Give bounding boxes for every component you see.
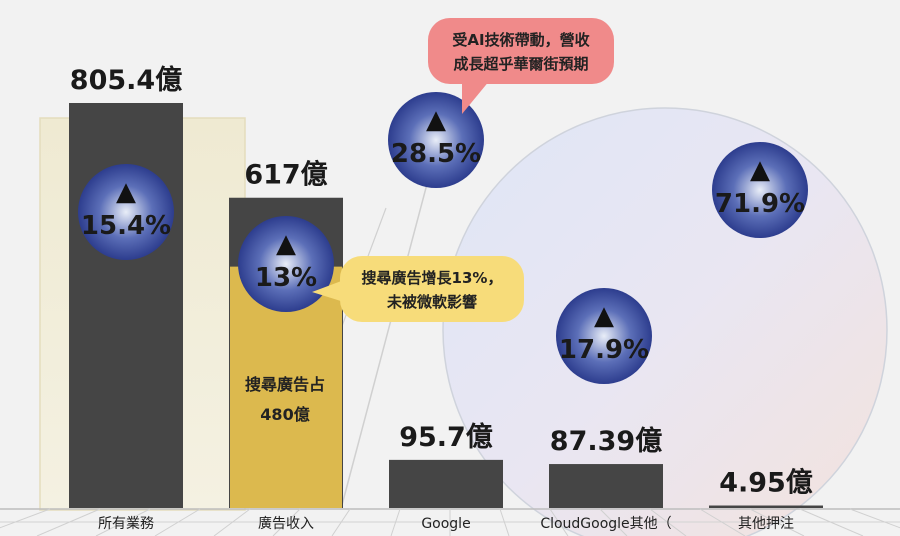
growth-bubble-circle (78, 164, 174, 260)
growth-bubble-1: ▲ 13% (238, 216, 334, 312)
growth-bubble-2: ▲ 28.5% (388, 92, 484, 188)
floor-grid-line (331, 508, 351, 536)
up-triangle-icon: ▲ (750, 155, 770, 185)
search-ads-share-line1: 搜尋廣告占 (244, 375, 325, 394)
floor-grid-line (499, 508, 510, 536)
growth-label-3: 17.9% (559, 335, 649, 365)
floor-grid-line (599, 508, 628, 536)
floor-grid (0, 508, 900, 536)
growth-bubble-circle (388, 92, 484, 188)
floor-grid-line (849, 508, 900, 529)
floor-grid-line (649, 508, 687, 536)
callout-tails (312, 80, 490, 302)
value-label-2: 95.7億 (399, 422, 493, 453)
value-labels-layer: 805.4億 617億 95.7億 87.39億 4.95億 (70, 65, 813, 499)
value-label-3: 87.39億 (550, 426, 662, 457)
growth-bubble-0: ▲ 15.4% (78, 164, 174, 260)
callout-search-growth: 搜尋廣告增長13%， 未被微軟影響 (340, 256, 524, 322)
bar-0 (69, 103, 183, 508)
floor-grid-line (154, 508, 201, 536)
callout-ai-line2: 成長超乎華爾街預期 (453, 55, 589, 73)
growth-label-1: 13% (255, 263, 317, 293)
value-label-4: 4.95億 (719, 468, 813, 499)
up-triangle-icon: ▲ (276, 229, 296, 259)
callout-tail-search (312, 280, 344, 302)
category-label-3: CloudGoogle其他（ (540, 516, 671, 532)
floor-grid-line (549, 508, 569, 536)
growth-bubbles-layer: ▲ 15.4% ▲ 13% ▲ 28.5% ▲ 17.9% ▲ 71.9% (78, 92, 808, 384)
value-label-0: 805.4億 (70, 65, 182, 96)
category-label-4: 其他押注 (738, 516, 794, 532)
floor-grid-line (272, 508, 301, 536)
callout-search-line1: 搜尋廣告增長13%， (361, 269, 503, 287)
floor-grid-line (95, 508, 151, 536)
callout-ai-growth: 受AI技術帶動，營收 成長超乎華爾街預期 (428, 18, 614, 84)
growth-label-0: 15.4% (81, 211, 171, 241)
growth-label-4: 71.9% (715, 189, 805, 219)
zoom-circle-decor (442, 107, 888, 536)
growth-bubble-4: ▲ 71.9% (712, 142, 808, 238)
category-label-2: Google (421, 516, 470, 532)
category-labels-layer: 所有業務 廣告收入 Google CloudGoogle其他（ 其他押注 (98, 515, 794, 532)
bar-3 (549, 464, 663, 508)
floor-grid-line (390, 508, 401, 536)
growth-bubble-circle (556, 288, 652, 384)
growth-bubble-circle (238, 216, 334, 312)
up-triangle-icon: ▲ (594, 301, 614, 331)
floor-grid-line (213, 508, 251, 536)
growth-label-2: 28.5% (391, 139, 481, 169)
category-label-0: 所有業務 (98, 516, 154, 532)
up-triangle-icon: ▲ (116, 177, 136, 207)
callout-search-line2: 未被微軟影響 (386, 293, 477, 311)
floor-grid-line (749, 508, 805, 536)
search-ads-share-line2: 480億 (260, 405, 310, 424)
floor-grid-line (0, 508, 51, 529)
bar-2 (389, 459, 503, 508)
growth-bubble-circle (712, 142, 808, 238)
category-label-1: 廣告收入 (258, 515, 314, 532)
callout-ai-line1: 受AI技術帶動，營收 (452, 31, 590, 49)
callout-tail-ai (462, 80, 490, 114)
floor-grid-line (699, 508, 746, 536)
up-triangle-icon: ▲ (426, 105, 446, 135)
zoom-guide-line (341, 149, 437, 506)
floor-grid-line (36, 508, 101, 536)
floor-grid-line (799, 508, 864, 536)
search-ads-share-label: 搜尋廣告占 480億 (229, 370, 341, 430)
value-label-1: 617億 (244, 160, 327, 191)
bar-4 (709, 505, 823, 508)
growth-bubble-3: ▲ 17.9% (556, 288, 652, 384)
